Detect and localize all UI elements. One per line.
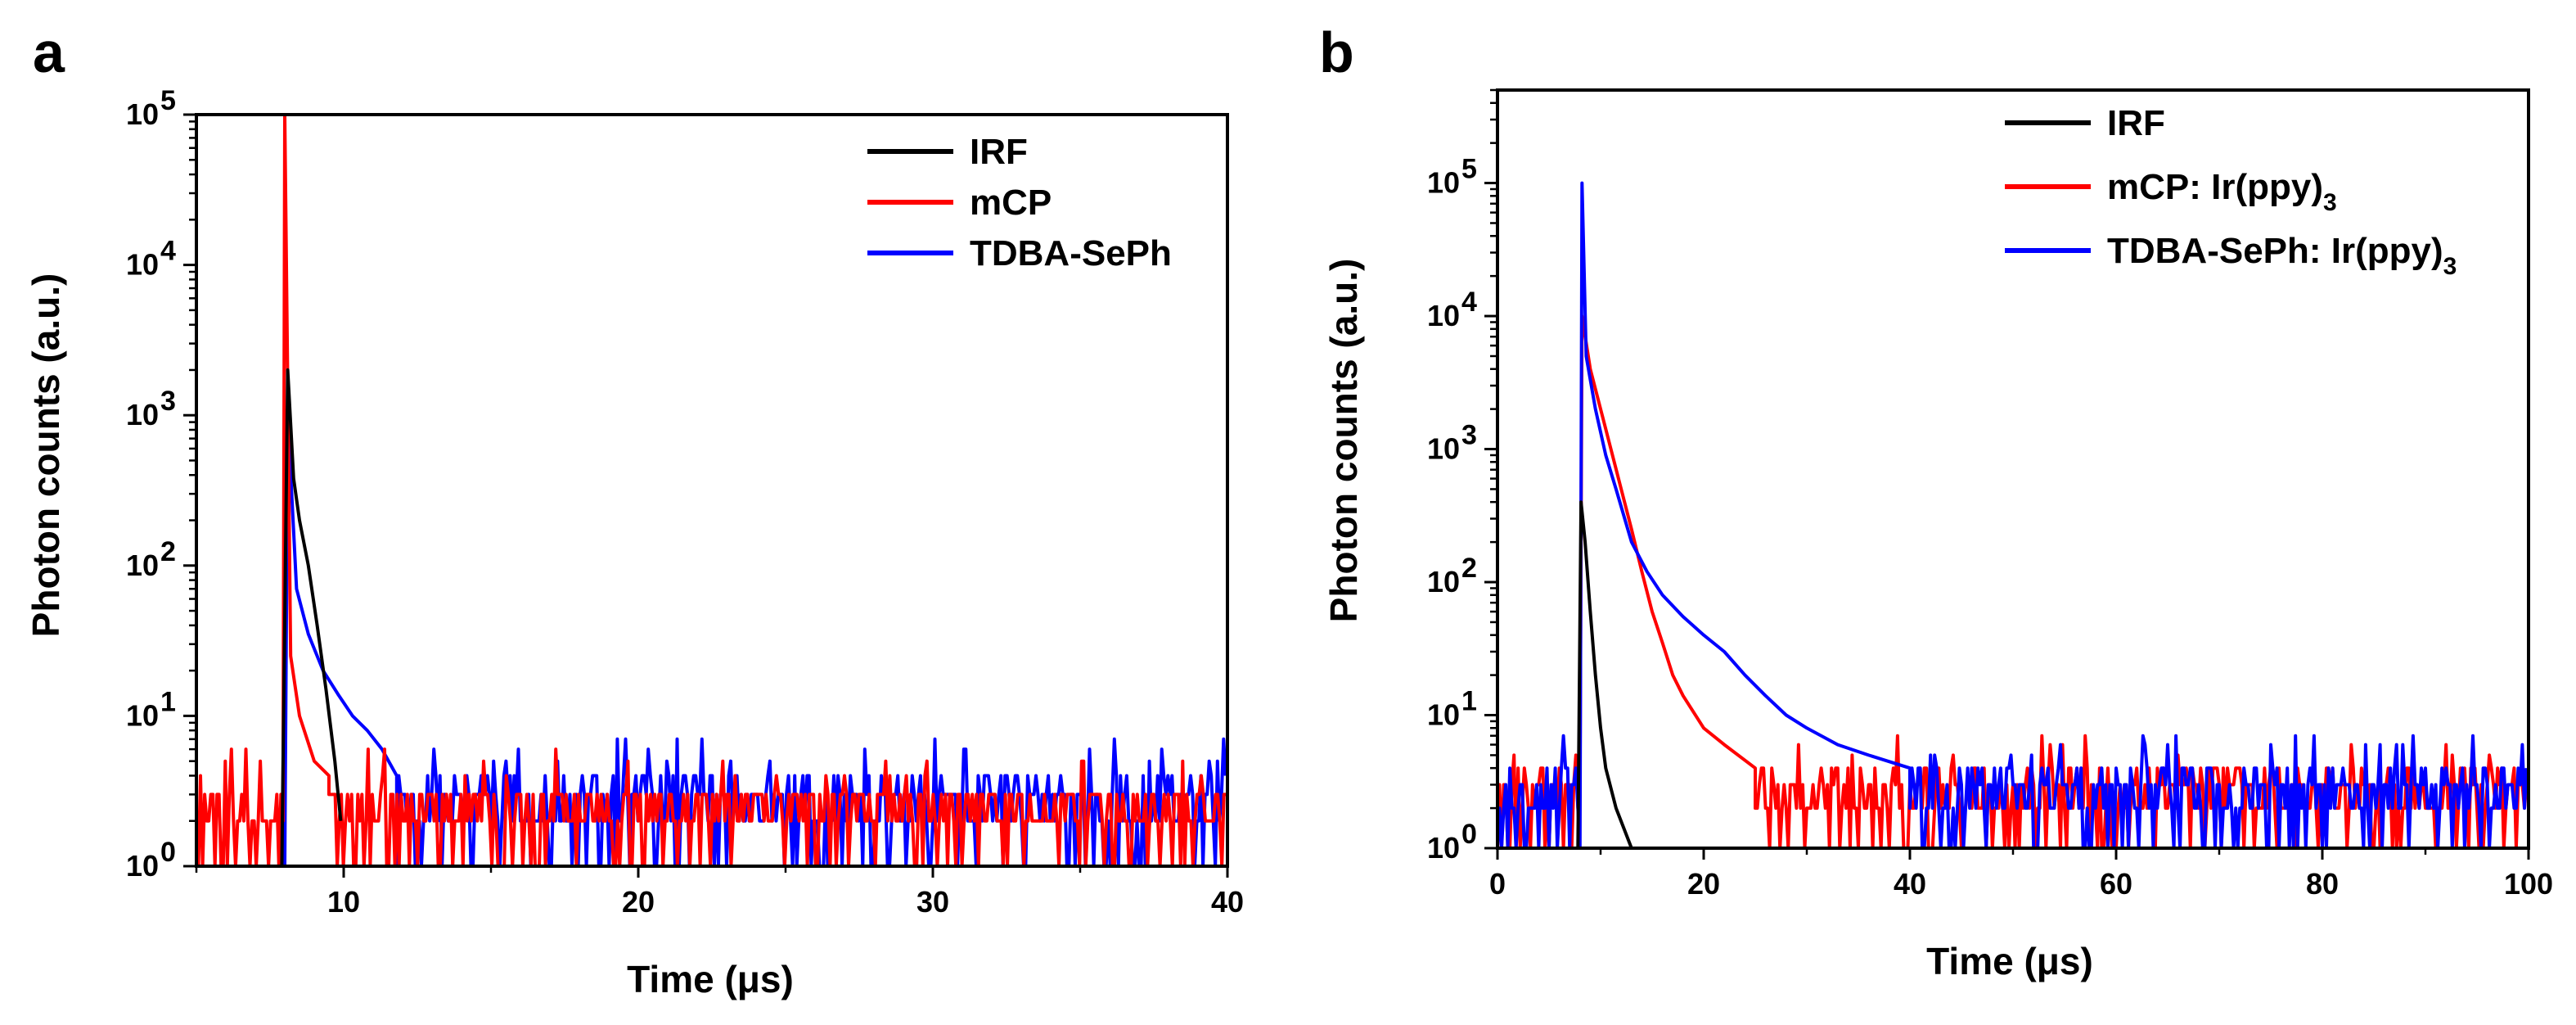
y-tick-exponent-b: 4 [1461,287,1477,318]
plot-frame-b [1496,88,2530,850]
legend-label-b-2: TDBA-SePh: Ir(ppy)3 [2107,231,2457,280]
x-tick-label-b: 60 [2100,867,2132,901]
x-axis-title-a: Time (μs) [627,958,794,1000]
y-tick-label-b: 10 [1427,299,1460,332]
x-tick-label-a: 10 [327,885,360,919]
y-tick-label-a: 10 [126,97,159,131]
y-tick-exponent-a: 4 [160,236,176,267]
series-line-b-1 [1497,314,2529,848]
y-tick-exponent-a: 2 [160,536,176,567]
y-tick-exponent-a: 3 [160,386,176,417]
panel-b: b Photon counts (a.u.) Time (μs) 0 20 40 60… [1319,20,2553,982]
x-tick-label-a: 40 [1211,885,1244,919]
y-tick-label-a: 10 [126,549,159,582]
y-axis-title-b: Photon counts (a.u.) [1322,259,1365,623]
panel-letter-b: b [1319,20,1354,84]
y-tick-exponent-b: 5 [1461,154,1477,185]
y-tick-exponent-b: 3 [1461,420,1477,451]
legend-subscript-b-1: 3 [2323,189,2337,216]
y-tick-exponent-b: 1 [1461,686,1477,717]
legend-label-b-1: mCP: Ir(ppy)3 [2107,167,2337,216]
x-tick-label-b: 20 [1687,867,1720,901]
x-tick-label-a: 20 [622,885,655,919]
y-tick-label-a: 10 [126,849,159,883]
y-tick-label-b: 10 [1427,166,1460,200]
panel-letter-a: a [33,20,65,84]
x-tick-label-a: 30 [916,885,949,919]
x-tick-label-b: 100 [2504,867,2553,901]
y-tick-exponent-a: 5 [160,85,176,116]
y-tick-exponent-b: 2 [1461,553,1477,584]
series-line-b-2 [1497,181,2529,848]
y-tick-label-b: 10 [1427,698,1460,732]
panel-a: a Photon counts (a.u.) Time (μs) 10 20 30 4… [25,20,1244,1000]
legend-label-a-2: TDBA-SePh [970,233,1172,273]
y-tick-label-a: 10 [126,398,159,431]
legend-label-a-0: IRF [970,132,1028,172]
x-tick-label-b: 80 [2306,867,2339,901]
plot-frame-a [195,113,1229,868]
series-line-b-0 [1576,500,1633,848]
y-tick-label-b: 10 [1427,565,1460,598]
legend-subscript-b-2: 3 [2443,253,2457,280]
legend-label-b-0: IRF [2107,103,2165,143]
x-tick-label-b: 0 [1489,867,1506,901]
y-tick-exponent-a: 0 [160,837,176,868]
y-axis-title-a: Photon counts (a.u.) [25,273,67,638]
y-tick-label-b: 10 [1427,831,1460,865]
series-line-a-0 [280,368,343,866]
legend-label-a-1: mCP [970,183,1052,223]
y-tick-exponent-b: 0 [1461,819,1477,850]
y-tick-exponent-a: 1 [160,686,176,717]
x-axis-title-b: Time (μs) [1926,940,2093,982]
y-tick-label-a: 10 [126,698,159,732]
y-tick-label-a: 10 [126,248,159,282]
y-tick-label-b: 10 [1427,432,1460,466]
series-line-a-1 [196,115,1227,866]
x-tick-label-b: 40 [1894,867,1926,901]
